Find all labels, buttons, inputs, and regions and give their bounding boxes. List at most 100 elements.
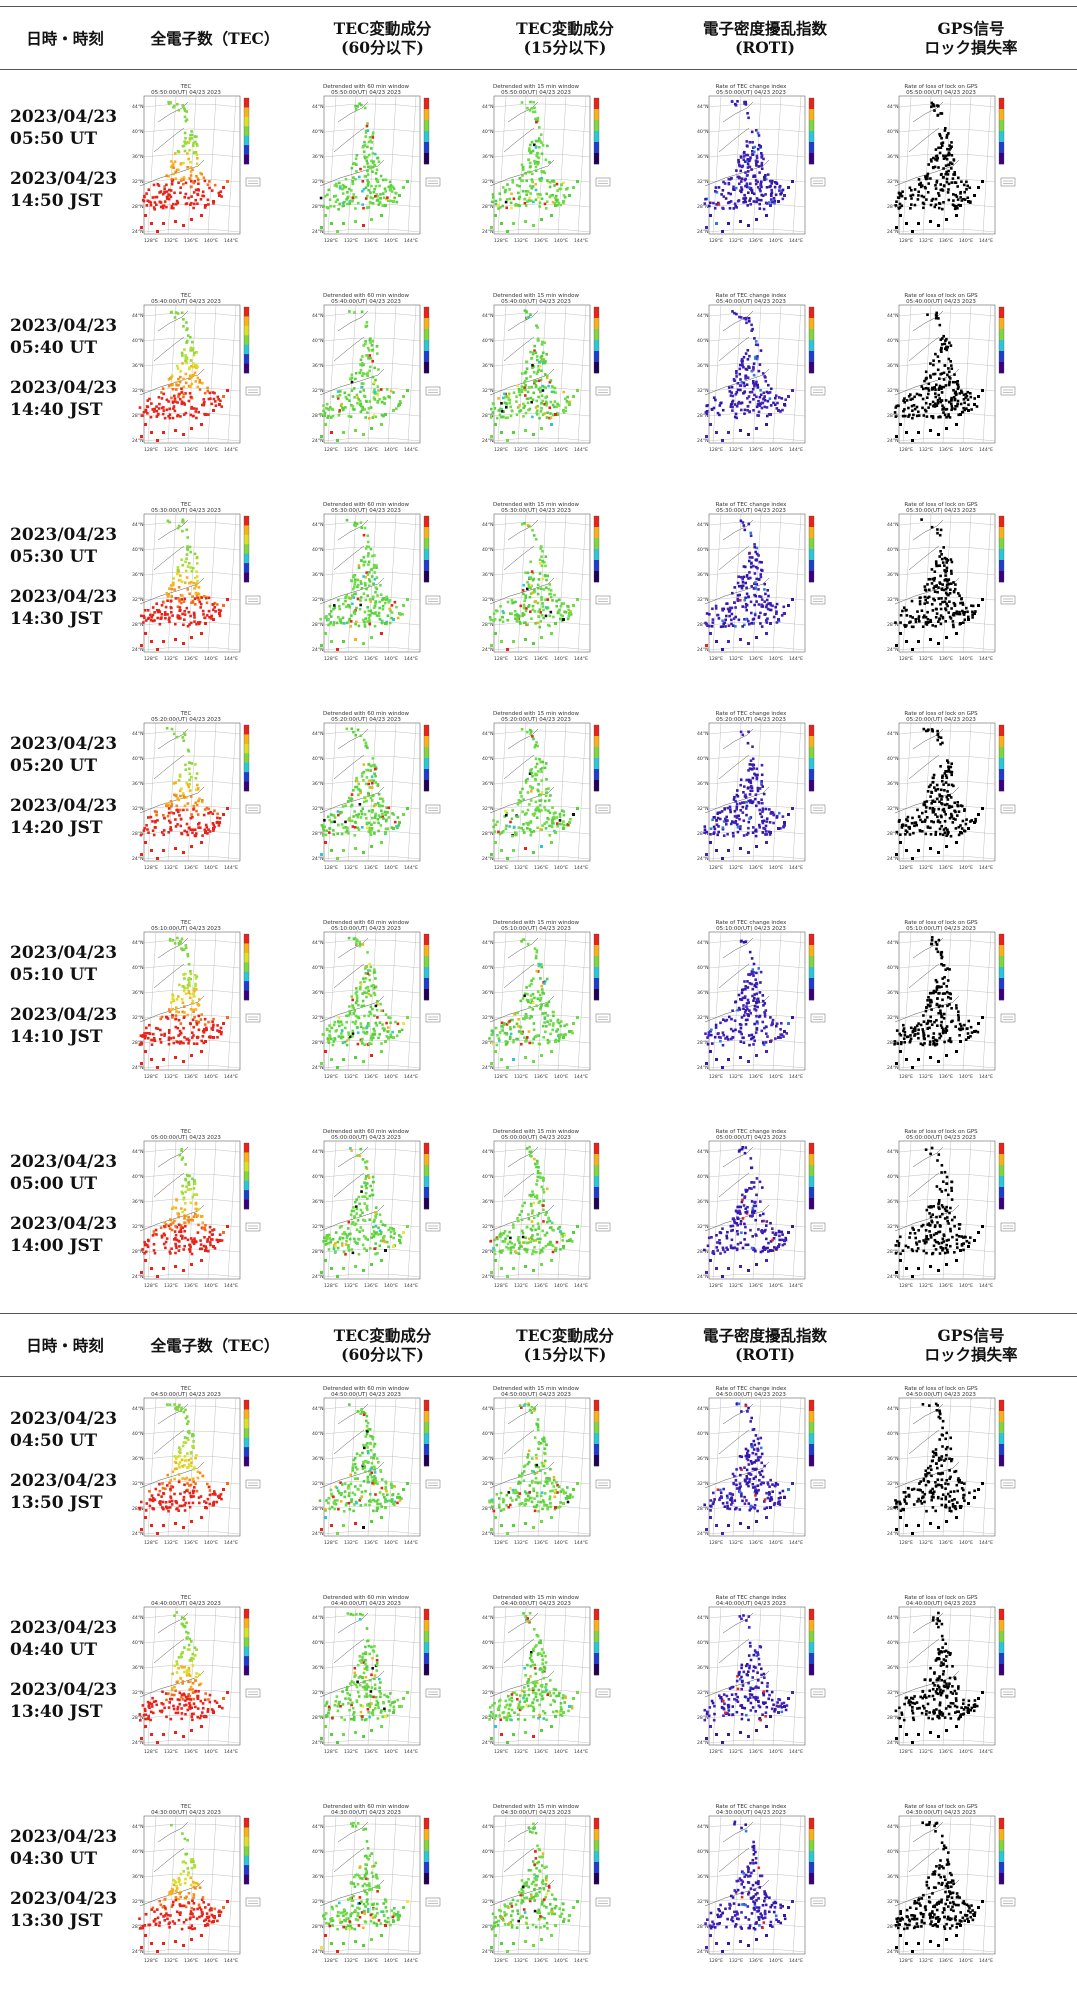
station-marker — [930, 388, 934, 391]
station-marker — [733, 202, 737, 206]
station-marker — [781, 815, 785, 818]
station-marker — [340, 402, 343, 406]
station-marker — [911, 416, 914, 420]
station-marker — [549, 194, 553, 197]
lon-tick-label: 144°E — [224, 656, 238, 662]
station-marker — [378, 600, 381, 604]
station-marker — [721, 826, 725, 829]
station-marker — [733, 415, 737, 419]
station-marker — [363, 625, 367, 628]
station-marker — [182, 392, 186, 396]
station-marker — [938, 386, 941, 390]
station-marker — [933, 598, 936, 602]
colorbar-segment — [809, 153, 814, 165]
colorbar-segment — [594, 736, 599, 748]
station-marker — [168, 620, 171, 624]
station-marker — [364, 135, 367, 138]
station-marker — [545, 376, 549, 380]
station-marker — [742, 801, 746, 804]
station-marker — [733, 311, 736, 315]
station-marker — [529, 586, 532, 590]
station-marker — [156, 182, 160, 186]
station-marker — [930, 728, 934, 731]
station-marker — [212, 397, 216, 401]
station-marker — [338, 410, 341, 414]
station-marker — [919, 185, 923, 189]
station-marker — [893, 411, 897, 414]
station-marker — [923, 614, 926, 617]
station-marker — [212, 409, 215, 412]
station-marker — [955, 632, 958, 635]
station-marker — [740, 381, 744, 384]
table-row: 2023/04/23 05:10 UT 2023/04/23 14:10 JST T… — [0, 912, 1077, 1102]
station-marker — [142, 829, 146, 832]
legend-box — [810, 804, 826, 814]
station-marker — [529, 375, 532, 378]
station-marker — [545, 403, 548, 407]
lat-tick-label: 24°N — [482, 229, 494, 235]
lat-gridline — [493, 730, 591, 735]
station-marker — [932, 810, 936, 813]
coastline — [894, 519, 960, 605]
station-marker — [180, 832, 183, 835]
station-marker — [747, 799, 750, 803]
lon-gridline — [712, 722, 722, 862]
station-marker — [195, 135, 198, 138]
station-marker — [527, 199, 531, 202]
station-marker — [170, 805, 173, 808]
station-marker — [336, 857, 339, 860]
station-marker — [197, 826, 200, 829]
station-marker — [535, 741, 538, 744]
tec15-map-svg: Detrended with 15 min window05:50:00(UT)… — [482, 84, 611, 244]
station-marker — [156, 616, 159, 620]
station-marker — [783, 194, 786, 197]
station-marker — [703, 831, 706, 834]
station-marker — [734, 800, 737, 803]
station-marker — [956, 612, 959, 616]
station-marker — [367, 188, 370, 192]
station-marker — [715, 823, 719, 826]
station-marker — [768, 608, 772, 612]
station-marker — [347, 796, 351, 800]
station-marker — [176, 312, 180, 315]
lat-tick-label: 44°N — [312, 104, 324, 110]
station-marker — [909, 620, 912, 624]
station-marker — [183, 618, 186, 621]
lon-gridline — [772, 513, 782, 653]
lat-gridline — [323, 312, 421, 317]
station-marker — [521, 612, 525, 615]
colorbar-frame — [423, 306, 430, 374]
station-marker — [212, 827, 215, 830]
station-marker — [935, 404, 939, 407]
lat-tick-label: 32°N — [132, 806, 144, 812]
station-marker — [540, 779, 544, 782]
station-marker — [347, 818, 351, 822]
station-marker — [174, 311, 178, 314]
station-marker — [363, 156, 367, 160]
station-marker — [545, 778, 548, 781]
station-marker — [942, 371, 946, 375]
station-marker — [362, 779, 365, 782]
station-marker — [964, 822, 968, 826]
lat-tick-label: 28°N — [887, 204, 899, 210]
station-marker — [748, 390, 752, 394]
station-marker — [754, 550, 757, 554]
lon-tick-label: 136°E — [184, 238, 198, 244]
station-marker — [368, 580, 372, 583]
colorbar-segment — [244, 525, 249, 536]
station-marker — [572, 395, 575, 398]
colorbar-segment — [999, 307, 1004, 319]
station-marker — [540, 598, 543, 602]
station-marker — [742, 575, 746, 579]
station-marker — [494, 202, 498, 206]
station-marker — [150, 640, 153, 643]
station-marker — [175, 199, 179, 203]
station-marker — [184, 381, 188, 385]
station-marker — [743, 198, 747, 201]
station-marker — [917, 615, 921, 618]
lon-gridline — [327, 304, 337, 444]
station-marker — [757, 165, 761, 168]
station-marker — [755, 804, 758, 808]
colorbar-segment — [594, 549, 599, 561]
station-marker — [522, 828, 525, 832]
